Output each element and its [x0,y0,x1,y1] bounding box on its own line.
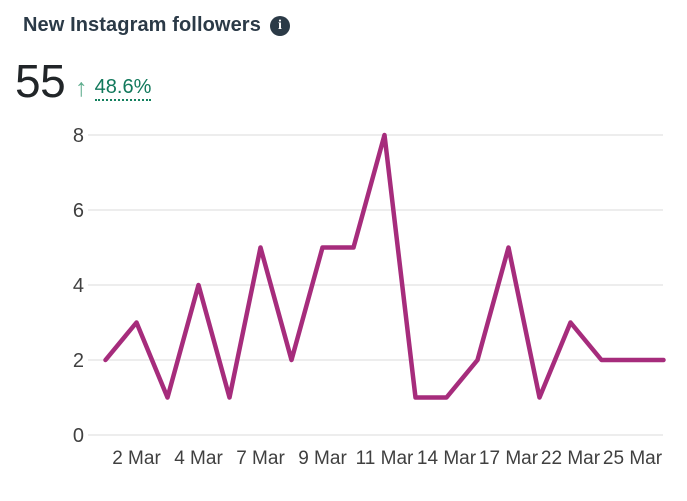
kpi-summary: 55 ↑ 48.6% [15,55,152,107]
kpi-change-percent[interactable]: 48.6% [94,77,152,101]
y-axis-label: 0 [73,425,84,447]
x-axis-label: 25 Mar [603,448,663,469]
card-title: New Instagram followers [23,14,261,36]
y-axis-label: 2 [73,350,84,372]
card-header: New Instagram followers i [23,14,290,37]
x-axis-label: 17 Mar [479,448,539,469]
followers-series-line[interactable] [103,132,666,400]
x-axis-label: 14 Mar [417,448,477,469]
info-icon[interactable]: i [269,15,290,36]
x-axis-label: 11 Mar [356,448,414,469]
y-axis-label: 4 [73,275,84,297]
x-axis-label: 9 Mar [298,448,347,469]
info-icon-glyph: i [277,17,282,33]
y-axis-label: 8 [73,125,84,147]
x-axis-label: 2 Mar [112,448,161,469]
kpi-value: 55 [15,55,66,107]
x-axis-label: 22 Mar [541,448,601,469]
x-axis-label: 4 Mar [174,448,223,469]
y-axis-label: 6 [73,200,84,222]
trend-up-arrow-icon: ↑ [75,74,88,102]
x-axis-label: 7 Mar [236,448,285,469]
